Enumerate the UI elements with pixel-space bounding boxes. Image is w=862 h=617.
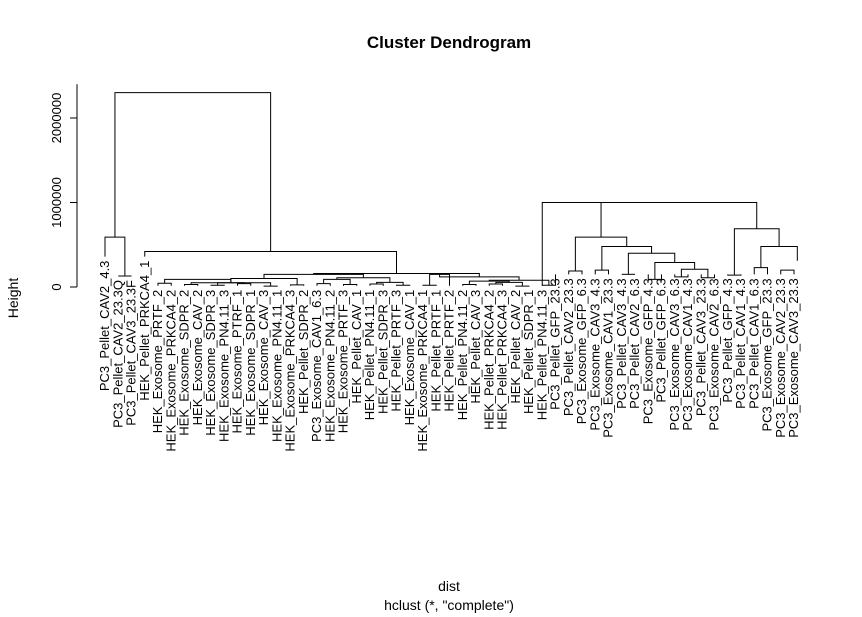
leaf-label: HEK_Exosome_SDPR_2 xyxy=(177,290,192,436)
leaf-label: HEK_Exosome_PRKCA4_1 xyxy=(415,290,430,452)
leaf-label: PC3_Pellet_CAV2_23.3Q xyxy=(110,280,125,428)
leaf-label: HEK_Exosome_CAV_3 xyxy=(256,290,271,426)
dendrogram-link xyxy=(376,281,404,286)
dendrogram-link xyxy=(627,252,676,275)
leaf-label: HEK_Pellet_PN4.11_1 xyxy=(362,290,377,421)
leaf-label: HEK_Pellet_PRKCA4_1 xyxy=(137,261,152,401)
y-tick-label: 1000000 xyxy=(49,177,64,228)
leaf-label: PC3_Exosome_GFP_4.3 xyxy=(640,278,655,424)
y-tick-label: 2000000 xyxy=(49,93,64,144)
dendrogram-link xyxy=(753,267,768,275)
leaf-label: PC3_Exosome_CAV1_6.3 xyxy=(309,290,324,442)
leaf-label: HEK_Pellet_PRKCA4_2 xyxy=(481,290,496,430)
method-sublabel: hclust (*, "complete") xyxy=(384,597,514,613)
dendrogram-link xyxy=(343,283,358,286)
leaf-label: PC3_Exosome_CAV1_4.3 xyxy=(680,278,695,430)
leaf-label: PC3_Pellet_CAV3_4.3 xyxy=(614,278,629,409)
dendrogram-link xyxy=(488,283,503,286)
dendrogram-link xyxy=(541,202,679,286)
dendrogram-link xyxy=(594,269,609,275)
leaf-label: HEK_Exosome_CAV_1 xyxy=(402,290,417,426)
dendrogram-link xyxy=(601,245,653,271)
dendrogram-link xyxy=(733,228,780,276)
dendrogram-link xyxy=(780,269,795,275)
leaf-label: PC3_Pellet_CAV2_4.3 xyxy=(97,261,112,392)
leaf-label: PC3_Pellet_CAV1_6.3 xyxy=(746,278,761,409)
y-axis-label: Height xyxy=(5,278,21,319)
dendrogram-link xyxy=(114,92,272,252)
leaf-labels: PC3_Pellet_CAV2_4.3PC3_Pellet_CAV2_23.3Q… xyxy=(97,261,801,452)
leaf-label: HEK_Pellet_SDPR_1 xyxy=(521,290,536,414)
dendrogram-link xyxy=(462,283,477,286)
leaf-label: HEK_Exosome_SDPR_1 xyxy=(243,290,258,436)
leaf-label: HEK_Exosome_PTRF_1 xyxy=(230,290,245,434)
dendrogram-link xyxy=(336,277,391,283)
leaf-label: PC3_Exosome_GFP_6.3 xyxy=(574,278,589,424)
leaf-label: PC3_Exosome_CAV2_23.3 xyxy=(773,278,788,437)
leaf-label: PC3_Pellet_GFP_23.3 xyxy=(548,278,563,410)
leaf-label: HEK_Exosome_PN4.11_3 xyxy=(216,290,231,442)
leaf-label: HEK_Pellet_PRTF_3 xyxy=(389,290,404,412)
leaf-label: HEK_Exosome_PRKCA4_2 xyxy=(163,290,178,452)
leaf-label: HEK_Pellet_SDPR_2 xyxy=(296,290,311,414)
leaf-label: HEK_Pellet_PN4.11_3 xyxy=(534,290,549,421)
leaf-label: HEK_Exosome_PRKCA4_3 xyxy=(283,290,298,452)
dendrogram-link xyxy=(237,283,252,286)
leaf-label: HEK_Pellet_CAV_3 xyxy=(468,290,483,404)
dendrogram-link xyxy=(184,283,199,286)
leaf-label: PC3_Exosome_CAV3_4.3 xyxy=(587,278,602,430)
y-axis: 0 1000000 2000000 xyxy=(49,84,78,291)
leaf-label: HEK_Pellet_PRTF_2 xyxy=(442,290,457,412)
dendrogram-link xyxy=(157,282,172,286)
leaf-label: HEK_Exosome_SDPR_3 xyxy=(203,290,218,436)
leaf-label: HEK_Pellet_CAV_2 xyxy=(508,290,523,404)
leaf-label: HEK_Exosome_PRTF_2 xyxy=(150,290,165,434)
dendrogram-link xyxy=(290,284,305,286)
leaf-label: PC3_Pellet_CAV2_6.3 xyxy=(627,278,642,409)
dendrogram-link xyxy=(316,283,331,286)
leaf-label: PC3_Pellet_CAV1_4.3 xyxy=(733,278,748,409)
leaf-label: PC3_Pellet_GFP_6.3 xyxy=(654,278,669,402)
leaf-label: HEK_Pellet_SDPR_3 xyxy=(375,290,390,414)
leaf-label: HEK_Exosome_CAV_2 xyxy=(190,290,205,426)
leaf-label: HEK_Pellet_CAV_1 xyxy=(349,290,364,404)
leaf-label: PC3_Pellet_CAV3_23.3 xyxy=(693,278,708,416)
dendrogram-link xyxy=(574,236,628,271)
leaf-label: PC3_Exosome_CAV3_23.3 xyxy=(786,278,801,437)
leaf-label: HEK_Exosome_PRTF_3 xyxy=(336,290,351,434)
leaf-label: PC3_Pellet_GFP_4.3 xyxy=(720,278,735,402)
leaf-label: HEK_Pellet_PN4.11_2 xyxy=(455,290,470,421)
dendrogram-link xyxy=(369,283,384,286)
dendrogram-links xyxy=(105,92,798,287)
dendrogram-link xyxy=(760,245,798,268)
leaf-label: HEK_Pellet_PRKCA4_3 xyxy=(495,290,510,430)
leaf-label: HEK_Pellet_PRTF_1 xyxy=(428,290,443,412)
leaf-label: PC3_Exosome_CAV2_6.3 xyxy=(707,278,722,430)
leaf-label: PC3_Pellet_CAV2_23.3 xyxy=(561,278,576,416)
leaf-label: HEK_Exosome_PN4.11_1 xyxy=(269,290,284,442)
leaf-label: PC3_Exosome_GFP_23.3 xyxy=(760,278,775,431)
x-axis-label: dist xyxy=(438,578,460,594)
dendrogram-link xyxy=(495,281,523,287)
leaf-label: PC3_Exosome_CAV1_23.3 xyxy=(601,278,616,437)
leaf-label: HEK_Exosome_PN4.11_2 xyxy=(322,290,337,442)
dendrogram-link xyxy=(144,251,397,274)
leaf-label: PC3_Exosome_CAV3_6.3 xyxy=(667,278,682,430)
dendrogram-link xyxy=(568,270,583,275)
y-tick-label: 0 xyxy=(49,283,64,290)
chart-title: Cluster Dendrogram xyxy=(367,33,531,52)
dendrogram-link xyxy=(600,202,758,238)
leaf-label: PC3_Pellet_CAV3_23.3F xyxy=(124,280,139,426)
dendrogram-link xyxy=(190,282,272,287)
